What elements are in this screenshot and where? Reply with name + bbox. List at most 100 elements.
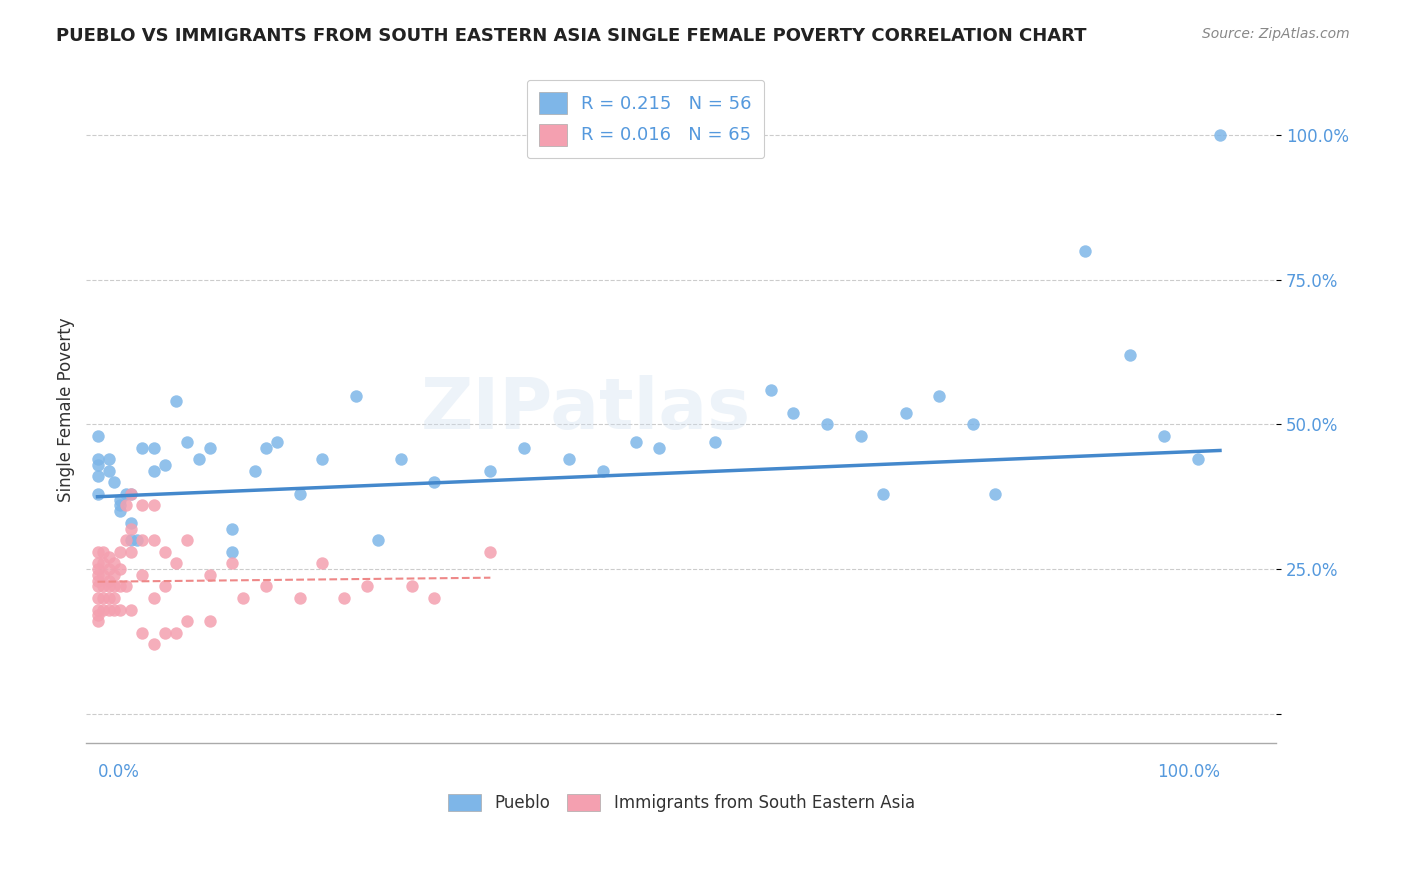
- Point: [91, 602, 114, 616]
- Point: [131, 533, 153, 548]
- Point: [91, 579, 114, 593]
- Point: [198, 441, 221, 455]
- Point: [86, 591, 108, 605]
- Text: 100.0%: 100.0%: [1157, 763, 1220, 780]
- Point: [165, 394, 187, 409]
- Point: [142, 441, 165, 455]
- Point: [131, 441, 153, 455]
- Point: [86, 567, 108, 582]
- Legend: Pueblo, Immigrants from South Eastern Asia: Pueblo, Immigrants from South Eastern As…: [439, 786, 922, 821]
- Point: [97, 591, 120, 605]
- Point: [120, 487, 142, 501]
- Point: [423, 591, 446, 605]
- Point: [198, 614, 221, 628]
- Point: [849, 429, 872, 443]
- Point: [984, 487, 1007, 501]
- Point: [401, 579, 423, 593]
- Point: [114, 487, 136, 501]
- Point: [648, 441, 671, 455]
- Point: [423, 475, 446, 490]
- Point: [198, 567, 221, 582]
- Text: ZIPatlas: ZIPatlas: [420, 376, 751, 444]
- Point: [254, 579, 277, 593]
- Point: [1153, 429, 1175, 443]
- Point: [1119, 348, 1142, 362]
- Point: [97, 574, 120, 588]
- Point: [103, 556, 125, 570]
- Point: [479, 464, 502, 478]
- Point: [513, 441, 536, 455]
- Text: Source: ZipAtlas.com: Source: ZipAtlas.com: [1202, 27, 1350, 41]
- Point: [153, 544, 176, 558]
- Text: 0.0%: 0.0%: [97, 763, 139, 780]
- Point: [558, 452, 581, 467]
- Point: [344, 388, 367, 402]
- Point: [153, 458, 176, 472]
- Point: [131, 625, 153, 640]
- Point: [97, 579, 120, 593]
- Point: [108, 544, 131, 558]
- Point: [176, 434, 198, 449]
- Point: [108, 504, 131, 518]
- Point: [97, 464, 120, 478]
- Point: [1187, 452, 1209, 467]
- Point: [1209, 128, 1232, 143]
- Point: [872, 487, 894, 501]
- Point: [187, 452, 209, 467]
- Point: [86, 452, 108, 467]
- Point: [86, 608, 108, 623]
- Point: [782, 406, 804, 420]
- Point: [311, 452, 333, 467]
- Point: [97, 602, 120, 616]
- Point: [120, 487, 142, 501]
- Point: [311, 556, 333, 570]
- Point: [103, 475, 125, 490]
- Point: [131, 567, 153, 582]
- Point: [86, 562, 108, 576]
- Point: [114, 499, 136, 513]
- Point: [131, 499, 153, 513]
- Point: [221, 522, 243, 536]
- Point: [103, 579, 125, 593]
- Point: [254, 441, 277, 455]
- Point: [86, 574, 108, 588]
- Point: [120, 602, 142, 616]
- Point: [703, 434, 725, 449]
- Point: [120, 522, 142, 536]
- Point: [1074, 244, 1097, 258]
- Point: [97, 550, 120, 565]
- Point: [142, 591, 165, 605]
- Point: [592, 464, 614, 478]
- Point: [91, 591, 114, 605]
- Point: [142, 637, 165, 651]
- Point: [86, 556, 108, 570]
- Point: [97, 452, 120, 467]
- Point: [759, 383, 782, 397]
- Point: [86, 544, 108, 558]
- Point: [153, 579, 176, 593]
- Point: [108, 492, 131, 507]
- Point: [125, 533, 148, 548]
- Point: [86, 469, 108, 483]
- Point: [389, 452, 412, 467]
- Point: [86, 487, 108, 501]
- Point: [232, 591, 254, 605]
- Point: [108, 499, 131, 513]
- Point: [894, 406, 917, 420]
- Point: [103, 567, 125, 582]
- Point: [103, 602, 125, 616]
- Point: [333, 591, 356, 605]
- Point: [114, 579, 136, 593]
- Point: [815, 417, 838, 432]
- Point: [142, 533, 165, 548]
- Point: [86, 429, 108, 443]
- Point: [108, 602, 131, 616]
- Point: [91, 544, 114, 558]
- Y-axis label: Single Female Poverty: Single Female Poverty: [58, 318, 75, 502]
- Point: [266, 434, 288, 449]
- Point: [288, 487, 311, 501]
- Point: [91, 567, 114, 582]
- Point: [108, 579, 131, 593]
- Point: [86, 602, 108, 616]
- Point: [91, 556, 114, 570]
